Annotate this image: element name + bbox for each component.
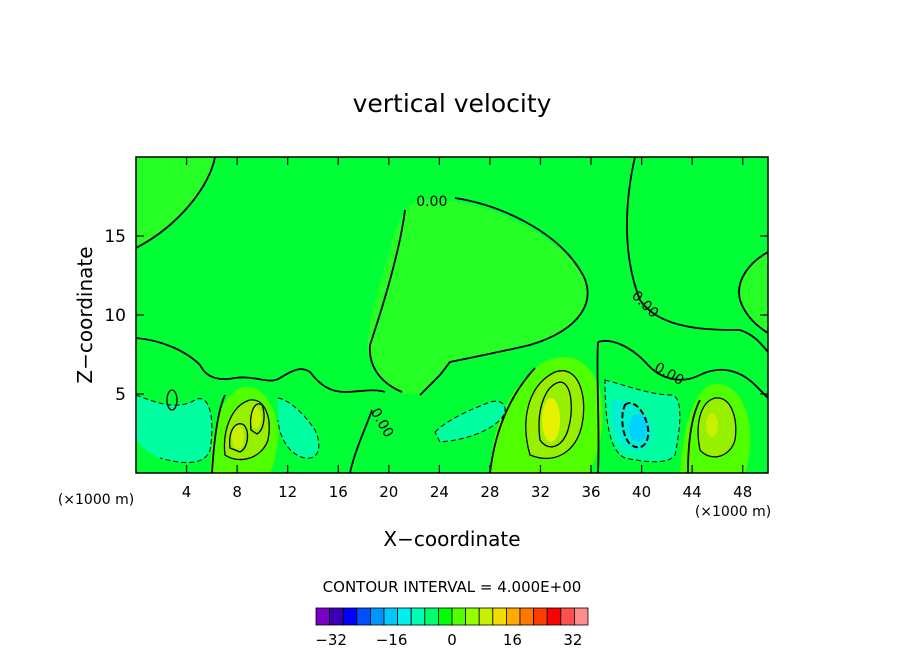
contour-pos-center — [525, 370, 585, 460]
x-tick-label: 36 — [581, 483, 600, 501]
colorbar-tick-label: −32 — [315, 631, 347, 649]
contour-label-0: 0.00 — [416, 194, 447, 210]
colorbar-swatch — [410, 607, 426, 626]
chart-title: vertical velocity — [353, 89, 552, 118]
region-upper-left — [136, 157, 215, 248]
core-strong-down — [629, 414, 647, 442]
x-tick-label: 12 — [278, 483, 297, 501]
colorbar-swatch — [560, 607, 575, 626]
x-unit-left: (×1000 m) — [58, 492, 134, 508]
contour-zero-col3 — [596, 341, 600, 473]
colorbar-swatch — [478, 607, 494, 626]
x-tick-label: 48 — [733, 483, 752, 501]
x-tick-label: 4 — [182, 483, 192, 501]
x-axis-label: X−coordinate — [383, 527, 520, 551]
core-strong-up-center — [542, 398, 560, 442]
contour-neg-center-left — [434, 400, 506, 443]
x-tick-label: 8 — [232, 483, 242, 501]
region-down-center-left — [435, 401, 506, 442]
x-tick-label: 20 — [379, 483, 398, 501]
colorbar-tick-label: 0 — [447, 631, 457, 649]
region-down-far-left — [136, 395, 212, 463]
colorbar-swatch — [356, 607, 371, 626]
contour-pos-center-inner — [538, 381, 572, 448]
contour-zero-right-edge — [738, 251, 768, 334]
contour-lines — [136, 157, 768, 473]
colorbar-swatch — [505, 607, 521, 626]
core-strong-up-left2 — [251, 407, 261, 429]
x-tick-label: 28 — [480, 483, 499, 501]
colorbar-tick-label: 32 — [563, 631, 582, 649]
colorbar-swatch — [315, 607, 331, 626]
contour-zero-low-left — [136, 337, 386, 393]
x-tick-label: 32 — [531, 483, 550, 501]
colorbar-swatch — [546, 607, 562, 626]
axis-ticks — [136, 157, 768, 473]
contour-positive — [166, 370, 737, 461]
colorbar-tick-label: 16 — [503, 631, 522, 649]
contour-neg-far-left — [136, 394, 213, 463]
region-upper-middle — [367, 199, 588, 395]
colorbar-swatch — [369, 607, 385, 626]
contour-pos-left-inner2 — [249, 403, 265, 435]
contour-negative — [136, 379, 681, 463]
y-tick-label: 10 — [104, 306, 126, 326]
colorbar-swatch — [574, 607, 589, 626]
colorbar-swatch — [519, 607, 535, 626]
colorbar-swatch — [437, 607, 453, 626]
contour-zero-upper-left — [136, 157, 216, 249]
colorbar-swatch — [424, 607, 439, 626]
contour-pos-right — [697, 397, 737, 458]
x-unit-right: (×1000 m) — [695, 504, 771, 520]
contour-neg-core — [621, 402, 650, 449]
x-tick-label: 40 — [632, 483, 651, 501]
contour-small-left — [166, 389, 178, 411]
y-tick-label: 15 — [104, 227, 126, 247]
contour-zero-low-right — [597, 340, 768, 399]
plot-area — [136, 157, 768, 473]
colorbar-labels: −32 −16 0 16 32 — [315, 631, 582, 649]
colorbar-swatch — [492, 607, 507, 626]
colorbar-swatch — [465, 607, 480, 626]
colorbar-swatch — [383, 607, 399, 626]
y-tick-label: 5 — [115, 385, 126, 405]
core-strong-up-left — [232, 425, 244, 449]
contour-zero-right-vertical — [626, 157, 768, 353]
contour-zero-center-dome — [369, 197, 589, 396]
contour-neg-right — [604, 379, 681, 463]
contour-zero-col2 — [489, 367, 536, 473]
colorbar-swatch — [451, 607, 467, 626]
x-tick-label: 16 — [329, 483, 348, 501]
contour-interval: CONTOUR INTERVAL = 4.000E+00 — [323, 578, 582, 596]
x-tick-label: 44 — [683, 483, 702, 501]
colorbar-swatch — [342, 607, 358, 626]
core-strong-up-right — [706, 413, 718, 437]
colorbar-swatch — [329, 607, 344, 626]
region-down-left2 — [278, 398, 319, 459]
contour-pos-left — [223, 399, 270, 461]
y-axis-label: Z−coordinate — [73, 246, 97, 383]
contour-pos-left-inner — [229, 423, 249, 453]
colorbar-swatch — [533, 607, 548, 626]
contour-label-text: 0.00 — [416, 194, 447, 210]
contour-zero-col1 — [211, 394, 226, 473]
colorbar — [315, 607, 589, 626]
colorbar-tick-label: −16 — [376, 631, 408, 649]
x-tick-label: 24 — [430, 483, 449, 501]
colorbar-swatch — [397, 607, 412, 626]
y-tick-labels: 5 10 15 — [104, 227, 126, 405]
contour-zero-col5 — [349, 409, 373, 473]
x-tick-labels: 4 8 12 16 20 24 28 32 36 40 44 48 — [182, 483, 752, 501]
contour-zero-col4 — [687, 399, 701, 473]
